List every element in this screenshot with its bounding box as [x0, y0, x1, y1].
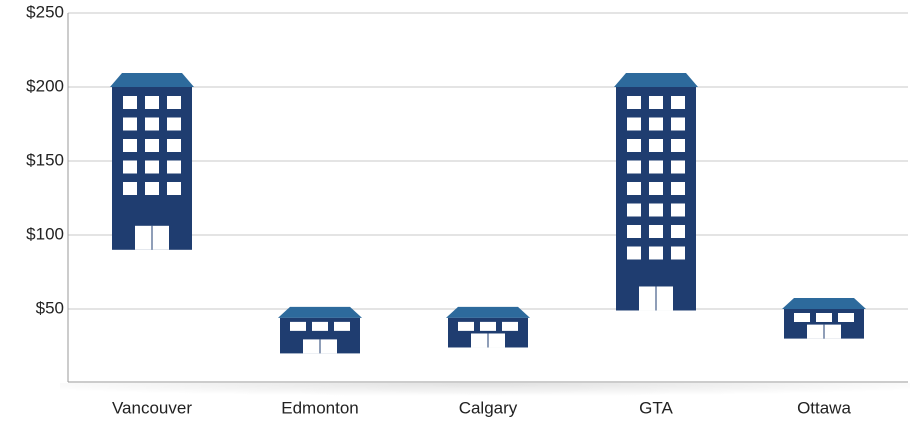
window — [145, 160, 159, 174]
x-tick-label: Edmonton — [281, 398, 359, 417]
roof — [614, 73, 698, 87]
window — [627, 160, 641, 174]
window — [627, 225, 641, 238]
window — [167, 139, 181, 152]
window — [123, 160, 137, 174]
window — [649, 160, 663, 174]
x-tick-label: Calgary — [459, 398, 518, 417]
window — [167, 160, 181, 174]
window — [290, 321, 306, 331]
window — [671, 225, 685, 238]
window — [123, 182, 137, 195]
window — [627, 182, 641, 195]
window — [145, 96, 159, 109]
window — [627, 246, 641, 260]
window — [123, 139, 137, 152]
window — [649, 246, 663, 260]
x-tick-label: GTA — [639, 398, 673, 417]
window — [649, 117, 663, 131]
window — [627, 96, 641, 109]
window — [145, 117, 159, 131]
window — [123, 96, 137, 109]
window — [649, 182, 663, 195]
window — [480, 321, 496, 331]
window — [167, 117, 181, 131]
y-tick-label: $200 — [26, 76, 64, 95]
window — [649, 96, 663, 109]
window — [671, 160, 685, 174]
axis-shadow — [60, 383, 910, 405]
window — [458, 321, 474, 331]
window — [838, 313, 854, 322]
window — [816, 313, 832, 322]
roof — [782, 298, 866, 309]
window — [627, 139, 641, 152]
window — [334, 321, 350, 331]
roof — [446, 306, 530, 318]
window — [167, 182, 181, 195]
roof — [110, 73, 194, 87]
x-tick-label: Ottawa — [797, 398, 851, 417]
window — [671, 96, 685, 109]
window — [671, 117, 685, 131]
window — [145, 139, 159, 152]
window — [649, 203, 663, 217]
window — [502, 321, 518, 331]
roof — [278, 306, 362, 318]
window — [312, 321, 328, 331]
window — [794, 313, 810, 322]
window — [145, 182, 159, 195]
window — [167, 96, 181, 109]
window — [627, 203, 641, 217]
window — [649, 225, 663, 238]
y-tick-label: $50 — [36, 298, 64, 317]
window — [649, 139, 663, 152]
window — [627, 117, 641, 131]
x-tick-label: Vancouver — [112, 398, 192, 417]
window — [123, 117, 137, 131]
window — [671, 203, 685, 217]
window — [671, 139, 685, 152]
y-tick-label: $100 — [26, 224, 64, 243]
y-tick-label: $150 — [26, 150, 64, 169]
window — [671, 246, 685, 260]
window — [671, 182, 685, 195]
y-tick-label: $250 — [26, 2, 64, 21]
